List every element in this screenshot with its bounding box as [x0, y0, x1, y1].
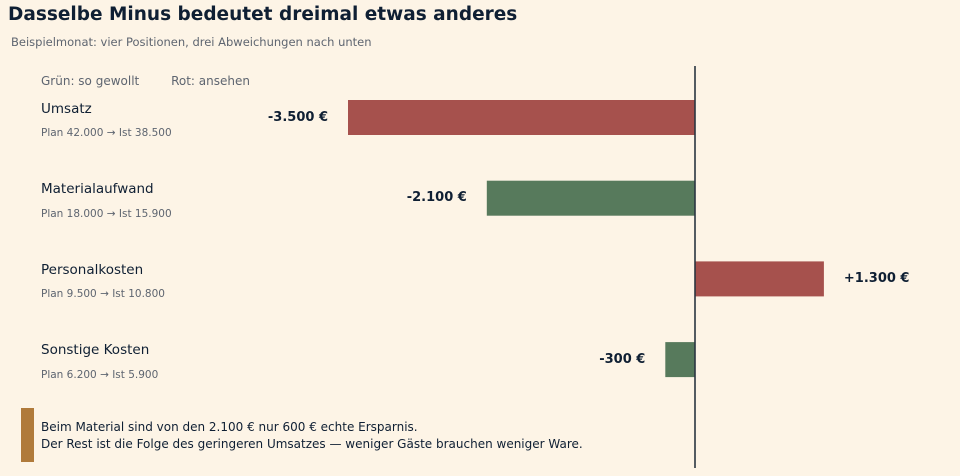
- legend-bad: Rot: ansehen: [171, 74, 250, 88]
- legend-good: Grün: so gewollt: [41, 74, 140, 88]
- note-line-1: Beim Material sind von den 2.100 € nur 6…: [41, 420, 418, 434]
- note-accent-bar: [21, 408, 34, 462]
- category-label-materialaufwand: Materialaufwand: [41, 181, 154, 197]
- bar-personalkosten: [695, 261, 824, 297]
- category-detail-materialaufwand: Plan 18.000 → Ist 15.900: [41, 208, 172, 220]
- bar-sonstige-kosten: [665, 342, 695, 378]
- chart-title: Dasselbe Minus bedeutet dreimal etwas an…: [8, 4, 518, 25]
- note-text: Beim Material sind von den 2.100 € nur 6…: [41, 419, 583, 452]
- value-label-sonstige-kosten: -300 €: [599, 351, 646, 367]
- value-label-materialaufwand: -2.100 €: [406, 190, 467, 206]
- legend: Grün: so gewollt Rot: ansehen: [41, 74, 250, 88]
- value-label-personalkosten: +1.300 €: [843, 270, 910, 286]
- category-detail-umsatz: Plan 42.000 → Ist 38.500: [41, 127, 172, 139]
- category-detail-sonstige-kosten: Plan 6.200 → Ist 5.900: [41, 369, 159, 381]
- category-label-personalkosten: Personalkosten: [41, 262, 144, 278]
- category-label-sonstige-kosten: Sonstige Kosten: [41, 342, 150, 358]
- bar-umsatz: [348, 100, 695, 135]
- chart-subtitle: Beispielmonat: vier Positionen, drei Abw…: [11, 35, 372, 49]
- category-label-umsatz: Umsatz: [41, 101, 92, 117]
- bar-materialaufwand: [486, 180, 695, 216]
- note-line-2: Der Rest ist die Folge des geringeren Um…: [41, 436, 583, 451]
- value-label-umsatz: -3.500 €: [267, 109, 328, 125]
- category-detail-personalkosten: Plan 9.500 → Ist 10.800: [41, 288, 165, 300]
